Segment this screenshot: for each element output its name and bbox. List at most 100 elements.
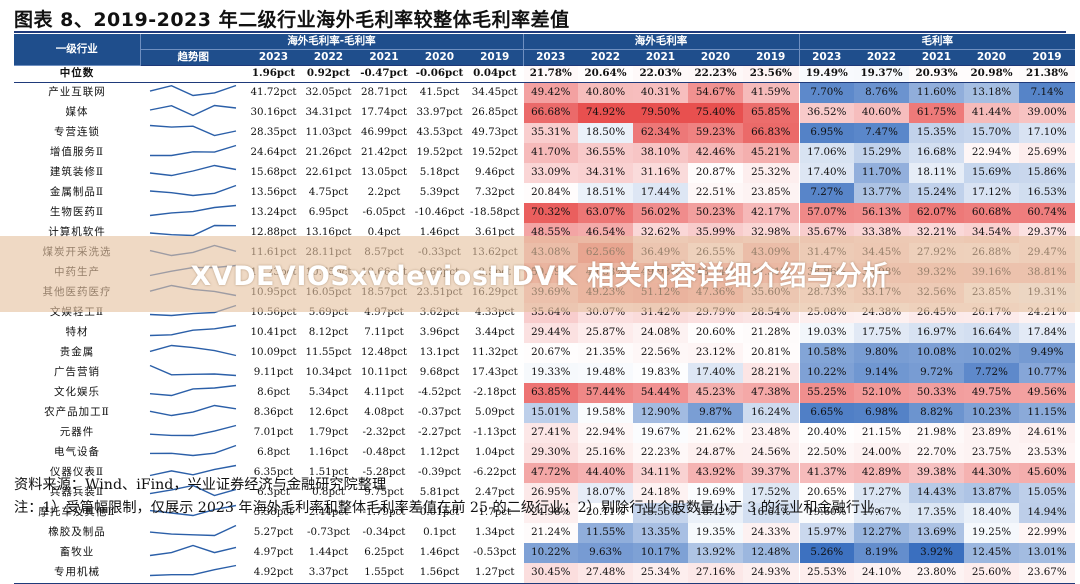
overseas-value: 50.23% <box>688 202 743 223</box>
overseas-value: 47.72% <box>522 462 578 483</box>
overseas-value: 24.93% <box>743 562 799 584</box>
gross-value: 23.67% <box>1019 562 1075 584</box>
trend-line <box>149 84 237 96</box>
diff-value: 5.18pct <box>419 166 460 179</box>
diff-value: -0.06pct <box>412 65 467 83</box>
diff-value: 1.56pct <box>412 562 467 584</box>
gross-value: 56.13% <box>854 202 909 223</box>
diff-value: 5.38pct <box>253 506 294 519</box>
gross-value: 7.27% <box>798 182 854 203</box>
gross-value: 50.33% <box>909 382 964 403</box>
trend-cell <box>140 403 246 423</box>
diff-value: 43.53pct <box>416 126 463 139</box>
overseas-value: 79.50% <box>633 102 688 123</box>
trend-cell <box>140 363 246 383</box>
trend-sparkline <box>150 144 237 156</box>
overseas-value: 18.07% <box>578 482 633 503</box>
overseas-value: 19.58% <box>578 402 633 423</box>
gross-value: 23.53% <box>1019 442 1075 463</box>
diff-value: 0.04pct <box>467 65 523 83</box>
trend-line <box>149 444 237 456</box>
diff-value: 7.11pct <box>364 326 404 339</box>
header-year-gross-1: 2022 <box>854 49 909 66</box>
overseas-value: 23.48% <box>743 422 799 443</box>
table-row: 媒体 30.16pct 34.31pct 17.74pct 33.97pct 26.85p… <box>14 102 1075 123</box>
trend-cell <box>140 443 246 463</box>
diff-value: -0.73pct <box>307 526 350 539</box>
diff-value: 34.31pct <box>305 106 352 119</box>
diff-value: 1.04pct <box>475 446 515 459</box>
trend-cell <box>140 123 246 143</box>
overseas-value: 19.83% <box>633 362 688 383</box>
overseas-value: 20.67% <box>522 342 578 363</box>
figure-title: 图表 8、2019-2023 年二级行业海外毛利率较整体毛利率差值 <box>14 9 570 31</box>
overseas-value: 10.22% <box>522 542 578 563</box>
overseas-value: 11.55% <box>578 522 633 543</box>
overseas-value: 20.84% <box>522 182 578 203</box>
overseas-value: 12.90% <box>633 402 688 423</box>
industry-name: 生物医药Ⅱ <box>49 206 105 219</box>
trend-sparkline <box>149 404 237 416</box>
overseas-value: 75.40% <box>688 102 743 123</box>
trend-cell <box>140 463 246 483</box>
trend-sparkline <box>149 344 237 356</box>
header-year-diff-3: 2020 <box>412 49 467 66</box>
overseas-value: 22.03% <box>633 65 688 83</box>
diff-value: -2.32pct <box>362 426 406 439</box>
trend-cell <box>140 65 246 83</box>
gross-value: 41.37% <box>798 462 854 483</box>
overseas-value: 21.62% <box>688 422 743 443</box>
footnote: 注：1）受篇幅限制，仅展示 2023 年海外毛利率和整体毛利率差值在前 25 的… <box>14 500 889 516</box>
overseas-value: 9.87% <box>688 402 743 423</box>
watermark-text: XVDEVIOSxvdeviosHDVK 相关内容详细介绍与分析 <box>190 261 890 292</box>
trend-line <box>149 504 237 516</box>
trend-sparkline <box>149 484 237 496</box>
gross-value: 16.68% <box>909 142 964 163</box>
gross-value: 11.70% <box>854 162 909 183</box>
table-row: 贵金属 10.09pct 11.55pct 12.48pct 13.1pct 11.32p… <box>14 342 1075 363</box>
source-note: 资料来源：Wind、iFind，兴业证券经济与金融研究院整理 <box>14 477 387 493</box>
diff-value: -5.28pct <box>362 466 406 479</box>
overseas-value: 22.51% <box>688 182 743 203</box>
trend-sparkline <box>149 184 237 196</box>
industry-name: 仪器仪表Ⅱ <box>49 466 105 479</box>
overseas-value: 18.50% <box>578 122 633 143</box>
gross-value: 16.53% <box>1019 182 1075 203</box>
overseas-value: 19.48% <box>578 362 633 383</box>
overseas-value: 29.30% <box>522 442 578 463</box>
diff-value: -6.05pct <box>362 206 406 219</box>
table-row: 专营连锁 28.35pct 11.03pct 46.99pct 43.53pct 49.7… <box>14 122 1075 143</box>
trend-line <box>149 364 237 376</box>
gross-value: 57.07% <box>798 202 854 223</box>
table-row: 兵器兵装Ⅱ 6.3pct 0.8pct 9.75pct 5.81pct 2.47pct 26… <box>14 482 1075 503</box>
header-group-overseas: 海外毛利率 <box>522 34 799 50</box>
trend-cell <box>140 523 246 543</box>
overseas-value: 25.34% <box>633 562 688 584</box>
gross-value: 44.30% <box>964 462 1019 483</box>
header-year-gross-3: 2020 <box>964 49 1019 66</box>
gross-value: 15.29% <box>854 142 909 163</box>
diff-value: 10.34pct <box>305 366 352 379</box>
gross-value: 21.15% <box>854 422 909 443</box>
gross-value: 5.26% <box>798 542 854 563</box>
gross-value: 7.70% <box>798 82 854 103</box>
gross-value: 8.82% <box>909 402 964 423</box>
table-row: 生物医药Ⅱ 13.24pct 6.95pct -6.05pct -10.46pct -18… <box>14 202 1075 223</box>
overseas-value: 33.09% <box>522 162 578 183</box>
diff-value: 21.42pct <box>361 146 407 159</box>
trend-cell <box>140 82 246 103</box>
gross-value: 22.50% <box>798 442 854 463</box>
diff-value: 6.95pct <box>308 206 349 219</box>
gross-value: 10.08% <box>909 342 964 363</box>
trend-sparkline <box>149 164 237 176</box>
diff-value: 13.24pct <box>250 206 297 219</box>
overseas-value: 34.31% <box>578 162 633 183</box>
overseas-value: 20.87% <box>688 162 743 183</box>
diff-value: 8.6pct <box>257 386 290 399</box>
industry-name: 畜牧业 <box>59 546 95 559</box>
overseas-value: 45.21% <box>743 142 799 163</box>
overseas-value: 42.46% <box>688 142 743 163</box>
overseas-value: 25.16% <box>578 442 633 463</box>
diff-value: 41.5pct <box>419 86 460 99</box>
diff-value: -1.79pct <box>362 506 406 519</box>
